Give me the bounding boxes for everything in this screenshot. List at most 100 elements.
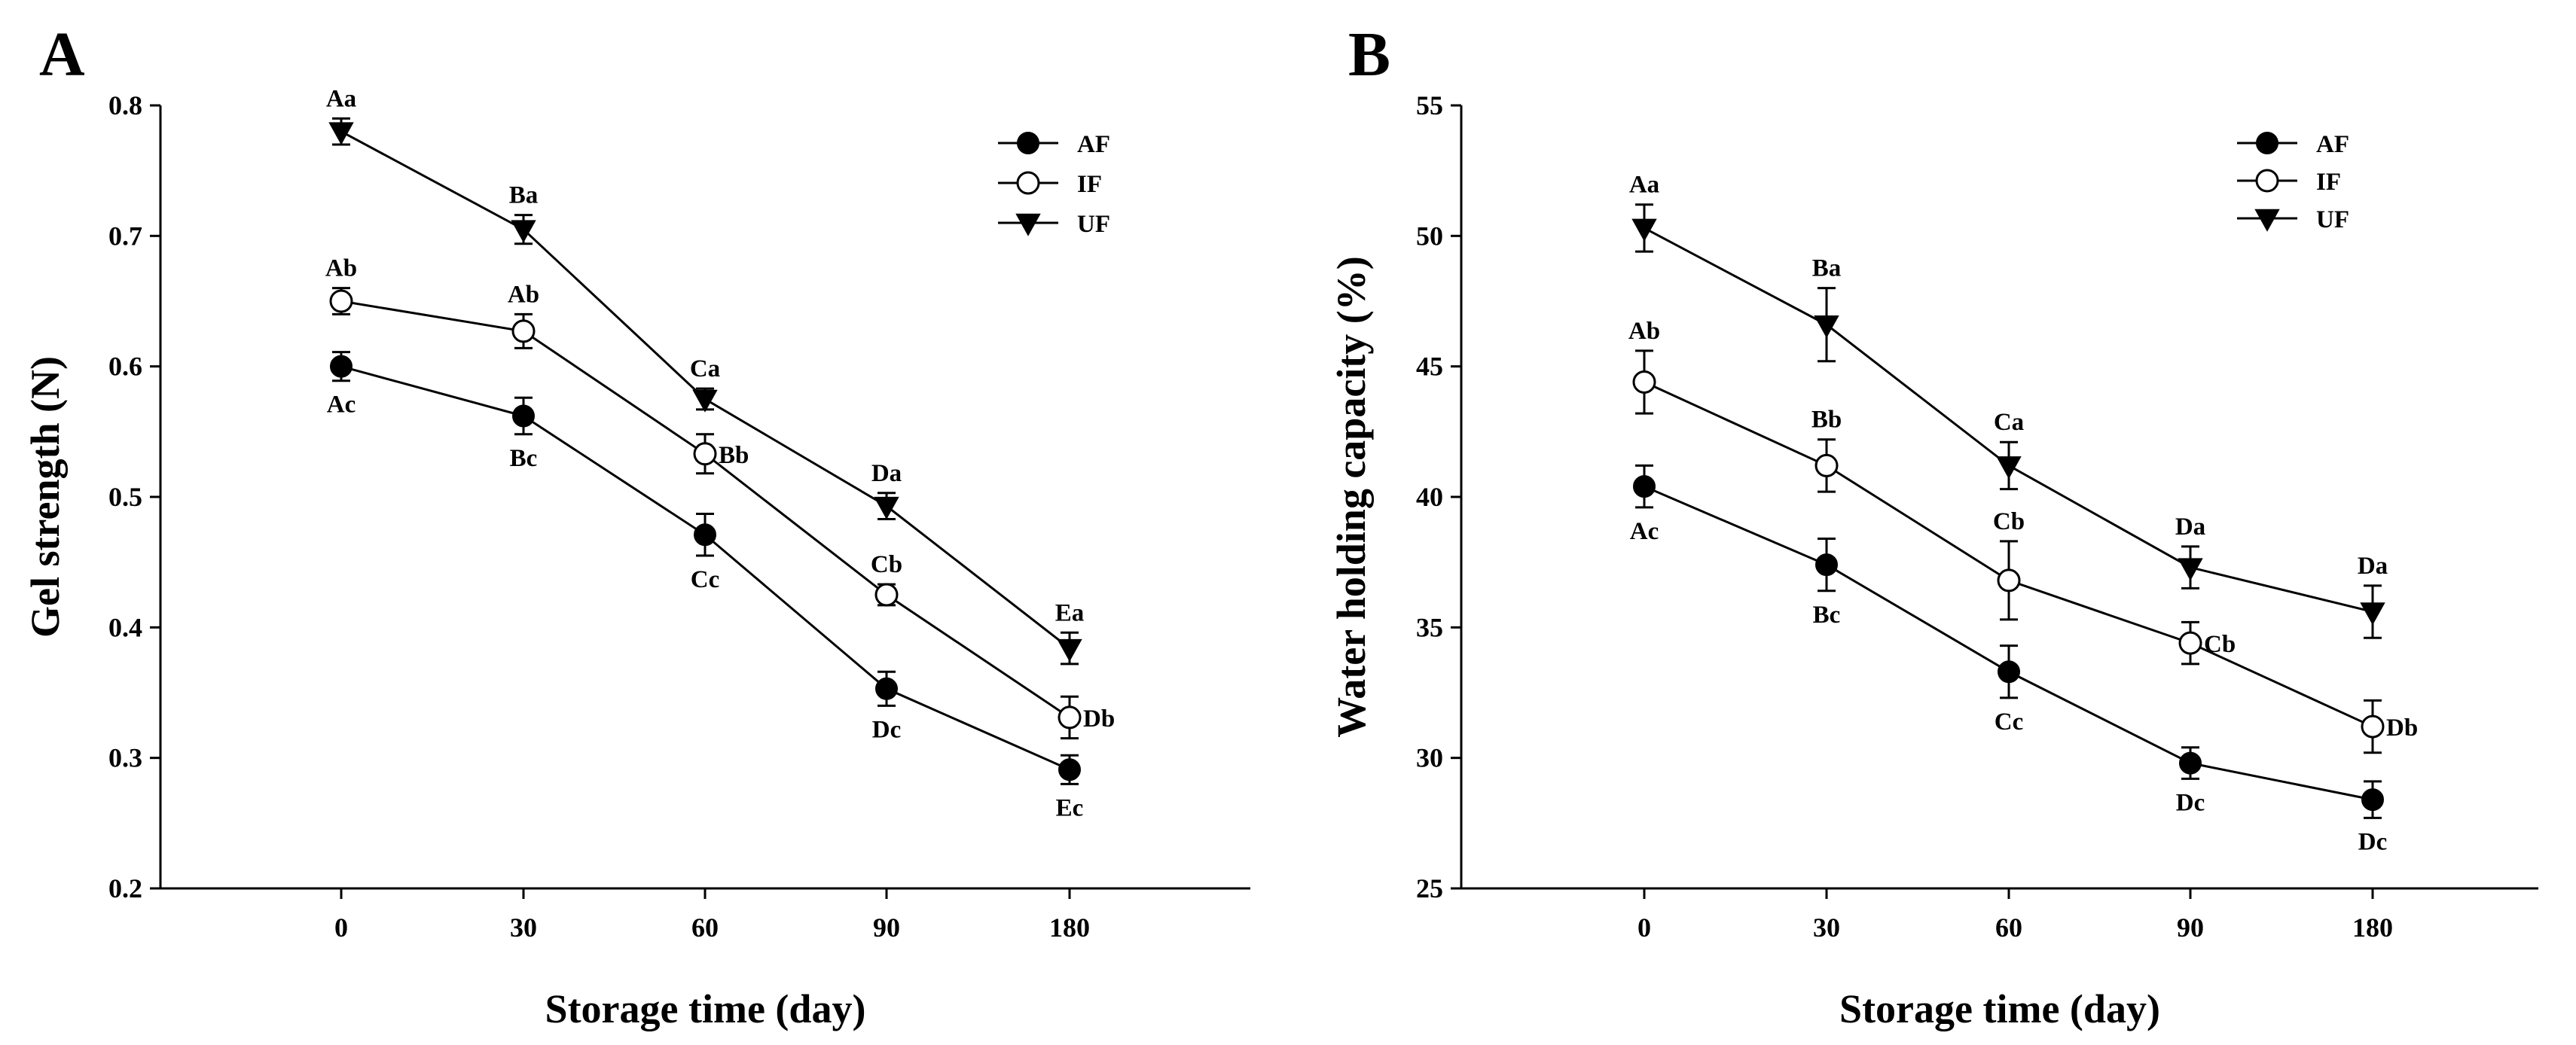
data-point-uf: [1996, 456, 2022, 480]
point-label: Cb: [871, 551, 902, 578]
point-label: Da: [2175, 513, 2205, 541]
x-tick-label: 30: [510, 912, 537, 943]
data-point-af: [512, 404, 535, 428]
data-point-uf: [2360, 602, 2385, 626]
legend-label: IF: [2316, 169, 2341, 196]
y-tick-label: 0.6: [108, 352, 142, 382]
data-point-af: [1815, 553, 1838, 577]
point-label: Ba: [1812, 255, 1842, 282]
x-tick-label: 30: [1813, 912, 1840, 943]
y-tick-label: 0.8: [108, 90, 142, 120]
data-point-uf: [328, 122, 354, 145]
point-label: Dc: [2358, 828, 2387, 855]
panel-a: A 0.2 0.3 0.4 0.5 0.6 0.7 0.8 0 30 60 90 180 Storage …: [23, 20, 1250, 1031]
point-label: Db: [2386, 714, 2418, 742]
data-point-if: [693, 442, 717, 466]
legend-marker-if: [1016, 171, 1040, 195]
legend-label: UF: [1077, 211, 1110, 238]
x-tick-label: 60: [1995, 912, 2022, 943]
point-label: Ca: [1994, 409, 2024, 436]
y-tick-label: 0.3: [108, 743, 142, 773]
point-label: Ca: [690, 355, 720, 382]
y-axis-title: Water holding capacity (%): [1329, 256, 1374, 737]
x-axis-title: Storage time (day): [545, 986, 866, 1031]
data-point-af: [694, 523, 716, 547]
x-tick-label: 60: [691, 912, 719, 943]
point-label: Bb: [1811, 407, 1842, 434]
y-tick-label: 0.7: [108, 221, 142, 251]
data-point-af: [875, 677, 898, 700]
data-point-uf: [692, 389, 718, 413]
point-label: Bc: [1813, 602, 1841, 629]
data-point-if: [511, 319, 536, 343]
point-label: Cc: [691, 566, 719, 593]
point-label: Ab: [1628, 318, 1660, 345]
legend-label: AF: [1077, 131, 1110, 158]
y-tick-label: 45: [1416, 352, 1443, 382]
data-point-af: [1058, 758, 1081, 781]
point-label: Ab: [508, 281, 539, 308]
point-label: Ba: [509, 182, 539, 209]
point-label: Cc: [1995, 708, 2023, 736]
data-point-af: [2179, 751, 2202, 775]
data-point-if: [2178, 631, 2202, 655]
y-tick-label: 0.5: [108, 482, 142, 512]
data-point-if: [1632, 370, 1656, 394]
legend-label: IF: [1077, 171, 1102, 198]
data-point-if: [1058, 705, 1082, 730]
x-tick-label: 180: [1049, 912, 1090, 943]
y-tick-label: 35: [1416, 612, 1443, 642]
x-tick-label: 0: [334, 912, 348, 943]
data-point-if: [1814, 453, 1839, 477]
point-label: Ac: [1630, 518, 1659, 545]
point-label: Aa: [326, 85, 356, 112]
x-tick-label: 0: [1637, 912, 1651, 943]
legend-marker-uf: [1015, 213, 1041, 236]
point-label: Ac: [327, 391, 356, 419]
data-point-uf: [2178, 558, 2203, 581]
x-tick-label: 90: [873, 912, 900, 943]
point-label: Cb: [2204, 631, 2236, 658]
point-label: Ab: [325, 255, 357, 282]
data-point-uf: [874, 496, 899, 519]
point-label: Aa: [1629, 172, 1659, 199]
data-point-if: [1997, 568, 2021, 593]
data-point-uf: [1057, 638, 1082, 662]
point-label: Bb: [719, 442, 749, 469]
point-label: Ec: [1056, 794, 1084, 821]
point-label: Dc: [2176, 789, 2205, 816]
point-label: Cb: [1993, 508, 2025, 535]
data-point-if: [874, 583, 899, 607]
y-tick-label: 0.4: [108, 612, 142, 642]
legend-marker-uf: [2254, 209, 2280, 232]
x-tick-label: 90: [2177, 912, 2204, 943]
legend-label: UF: [2316, 206, 2349, 233]
panel-b: B 25 30 35 40 45 50 55 0 30 60 90 180 Storage time (d…: [1329, 20, 2538, 1031]
y-tick-label: 30: [1416, 743, 1443, 773]
y-tick-label: 55: [1416, 90, 1443, 120]
y-tick-label: 25: [1416, 873, 1443, 903]
y-axis-title: Gel strength (N): [23, 356, 68, 638]
point-label: Bc: [510, 445, 538, 472]
legend-marker-af: [1017, 132, 1039, 154]
data-point-uf: [1814, 315, 1839, 339]
data-point-af: [1633, 475, 1656, 498]
panel-letter: A: [39, 20, 85, 90]
x-axis-title: Storage time (day): [1839, 986, 2160, 1031]
point-label: Da: [871, 460, 902, 487]
data-point-if: [329, 289, 353, 313]
y-tick-label: 40: [1416, 482, 1443, 512]
y-tick-label: 0.2: [108, 873, 142, 903]
data-point-uf: [1631, 218, 1657, 242]
data-point-if: [2361, 714, 2385, 739]
legend-marker-if: [2255, 169, 2279, 193]
data-point-af: [330, 355, 353, 378]
point-label: Dc: [872, 716, 901, 743]
legend-label: AF: [2316, 131, 2349, 158]
panel-letter: B: [1348, 20, 1390, 90]
legend-marker-af: [2256, 132, 2278, 154]
y-tick-label: 50: [1416, 221, 1443, 251]
point-label: Ea: [1055, 599, 1085, 626]
data-point-uf: [511, 220, 536, 243]
x-tick-label: 180: [2352, 912, 2393, 943]
